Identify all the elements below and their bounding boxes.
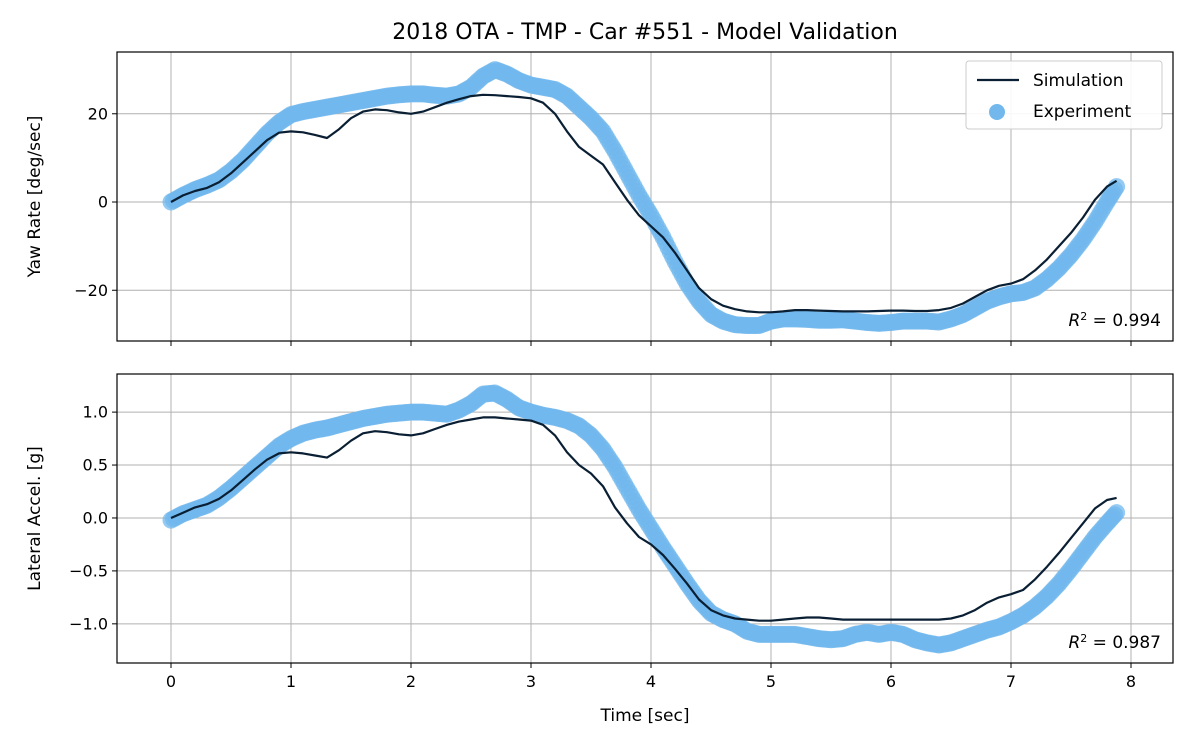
lateral-accel-experiment-point [1108, 504, 1126, 522]
lateral-accel-x-tick-label: 8 [1126, 672, 1136, 691]
lateral-accel-y-tick-label: 0.5 [83, 456, 108, 475]
yaw-rate-axes-frame [116, 51, 1174, 342]
chart-title: 2018 OTA - TMP - Car #551 - Model Valida… [392, 20, 898, 45]
lateral-accel-y-tick-label: −0.5 [69, 561, 108, 580]
yaw-rate-r2-value: 0.994 [1112, 311, 1161, 331]
lateral-accel-x-tick-label: 0 [166, 672, 176, 691]
yaw-rate-marks [162, 61, 1126, 335]
lateral-accel-axes-frame [116, 373, 1174, 664]
legend-simulation-label: Simulation [1033, 71, 1124, 91]
lateral-accel-simulation-line [170, 416, 1117, 622]
lateral-accel-x-tick-label: 4 [646, 672, 656, 691]
yaw-rate-ticks: −20 0 20 [74, 104, 1132, 346]
legend-experiment-swatch [989, 104, 1005, 120]
yaw-rate-panel: −20 0 20 Yaw Rate [deg/sec] R2 = 0.994 [25, 51, 1174, 346]
lateral-accel-x-tick-label: 7 [1006, 672, 1016, 691]
lateral-accel-x-tick-label: 1 [286, 672, 296, 691]
lateral-accel-x-tick-label: 3 [526, 672, 536, 691]
lateral-accel-ticks: 0 1 2 3 4 5 6 7 8 −1.0 −0.5 0.0 0.5 1.0 [69, 403, 1136, 691]
lateral-accel-y-tick-label: 0.0 [83, 508, 108, 527]
lateral-accel-x-tick-label: 2 [406, 672, 416, 691]
legend-box [965, 60, 1163, 130]
lateral-accel-panel: 0 1 2 3 4 5 6 7 8 −1.0 −0.5 0.0 0.5 1.0 Lateral Accel… [25, 373, 1174, 726]
legend: Simulation Experiment [965, 60, 1163, 130]
lateral-accel-x-tick-label: 6 [886, 672, 896, 691]
lateral-accel-x-tick-label: 5 [766, 672, 776, 691]
lateral-accel-y-tick-label: −1.0 [69, 614, 108, 633]
lateral-accel-r2-annotation: R2 = 0.987 [1068, 632, 1161, 654]
yaw-rate-y-tick-label: 20 [88, 104, 108, 123]
yaw-rate-simulation-line [170, 93, 1118, 314]
yaw-rate-y-axis-label: Yaw Rate [deg/sec] [25, 116, 45, 279]
lateral-accel-y-tick-label: 1.0 [83, 403, 108, 422]
lateral-accel-marks [162, 384, 1126, 654]
yaw-rate-y-tick-label: −20 [74, 281, 108, 300]
time-x-axis-label: Time [sec] [600, 706, 690, 726]
lateral-accel-y-axis-label: Lateral Accel. [g] [25, 446, 45, 591]
yaw-rate-r2-annotation: R2 = 0.994 [1068, 310, 1161, 332]
yaw-rate-experiment-point [1108, 178, 1126, 196]
yaw-rate-y-tick-label: 0 [98, 193, 108, 212]
legend-experiment-label: Experiment [1033, 102, 1132, 122]
lateral-accel-r2-value: 0.987 [1112, 633, 1161, 653]
